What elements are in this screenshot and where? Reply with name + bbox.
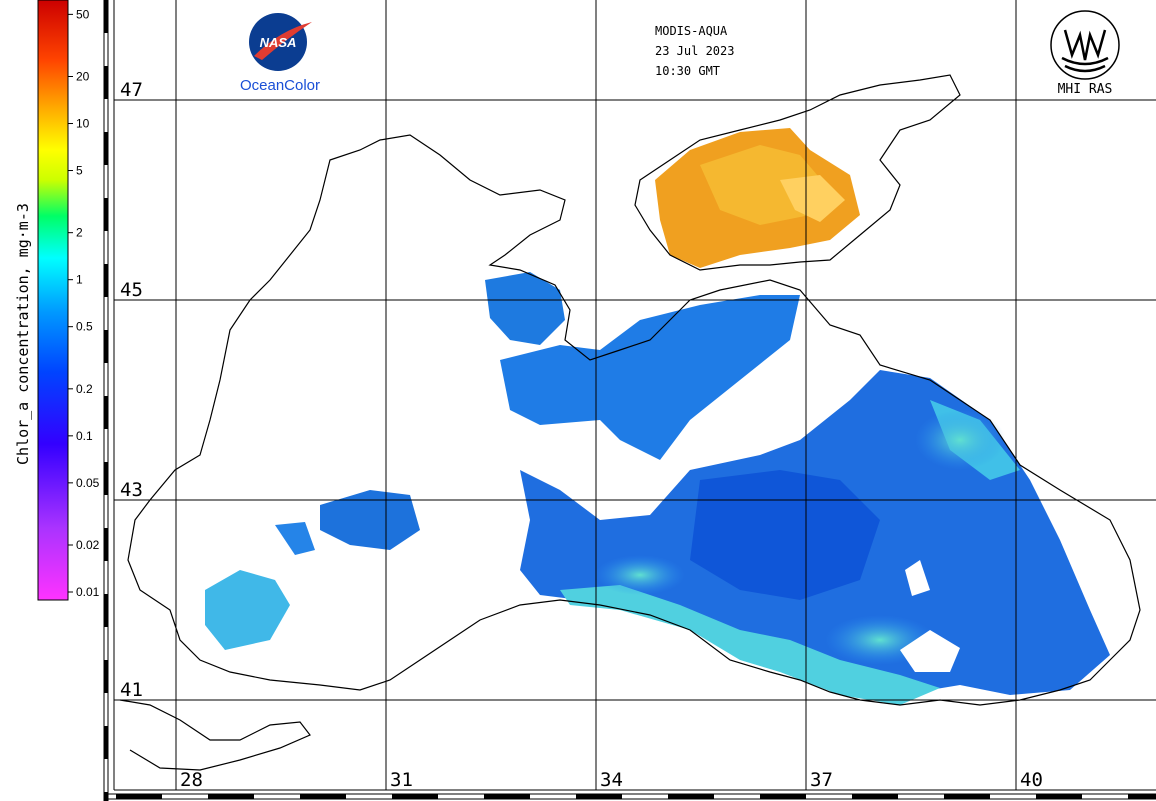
colorbar-tick-label: 0.2 [76,382,93,396]
scale-segment [852,794,898,799]
scale-segment [484,794,530,799]
azov-coast [634,74,961,271]
scale-segment [104,594,108,627]
left-scale-bar [104,0,108,801]
turkey-bottom-coast [119,699,311,771]
colorbar-tick-label: 20 [76,70,90,84]
scale-segment [576,794,622,799]
swirl-a [595,555,685,595]
nasa-logo: NASA OceanColor [240,13,320,94]
longitude-label: 37 [810,769,833,791]
black-sea-coast [127,134,1141,706]
sensor-label: MODIS-AQUA [655,24,728,38]
cloud-gap-b [905,560,930,596]
coastline [119,74,1141,771]
scale-segment [104,396,108,429]
colorbar-ticks: 50 20 10 5 2 1 0.5 0.2 0.1 0.05 0.02 0.01 [68,7,100,599]
scale-segment [1128,794,1156,799]
longitude-label: 40 [1020,769,1043,791]
scale-segment [104,132,108,165]
scale-segment [104,264,108,297]
cloud-gap-a [900,630,960,672]
scale-segment [760,794,806,799]
oceancolor-caption: OceanColor [240,77,320,94]
scale-segment [104,0,108,33]
south-coastal-band [560,585,940,705]
colorbar-tick-label: 0.01 [76,585,100,599]
scale-segment [668,794,714,799]
bosporus-patch [205,570,290,650]
colorbar-tick-label: 0.02 [76,538,100,552]
scale-segment [1036,794,1082,799]
scale-segment [104,726,108,759]
scale-segment [104,528,108,561]
colorbar-gradient [37,0,69,601]
west-small-patch [320,490,420,550]
graticule: 47 45 43 41 28 31 34 37 40 [114,0,1156,791]
scale-segment [104,792,108,801]
colorbar-tick-label: 10 [76,117,90,131]
scale-segment [104,660,108,693]
colorbar-tick-label: 0.1 [76,429,93,443]
swirl-c [915,410,1005,470]
crimea-west-patch [485,272,565,345]
mhi-emblem-icon [1050,10,1120,80]
scale-segment [104,198,108,231]
scale-segment [104,66,108,99]
longitude-label: 28 [180,769,203,791]
latitude-label: 47 [120,79,143,101]
scale-segment [208,794,254,799]
scale-segment [116,794,162,799]
scale-segment [944,794,990,799]
latitude-label: 45 [120,279,143,301]
colorbar-tick-label: 0.05 [76,476,100,490]
chlorophyll-field [205,128,1110,705]
longitude-label: 34 [600,769,623,791]
colorbar-title: Chlor_a concentration, mg·m-3 [14,203,32,465]
mhi-ras-caption: MHI RAS [1058,82,1113,97]
colorbar-tick-label: 2 [76,226,83,240]
nasa-wordmark: NASA [260,35,297,50]
latitude-label: 43 [120,479,143,501]
central-blue-patch [500,295,800,460]
scale-segment [392,794,438,799]
colorbar-tick-label: 50 [76,7,90,21]
east-deep-blue [690,470,880,600]
time-label: 10:30 GMT [655,64,720,78]
nasa-swoosh-icon [254,22,312,60]
mhi-ras-logo: MHI RAS [1050,10,1120,97]
colorbar-tick-label: 5 [76,164,83,178]
colorbar-tick-label: 1 [76,273,83,287]
mhi-emblem-glyph-icon [1061,29,1109,73]
longitude-label: 31 [390,769,413,791]
colorbar: 50 20 10 5 2 1 0.5 0.2 0.1 0.05 0.02 0.01 Chlor_a c… [14,0,100,601]
scale-segment [300,794,346,799]
bottom-scale-bar [116,794,1156,799]
latitude-label: 41 [120,679,143,701]
azov-light-patch [780,175,845,222]
pass-info: MODIS-AQUA 23 Jul 2023 10:30 GMT [655,24,734,78]
scale-segment [104,462,108,495]
scale-segment [104,330,108,363]
date-label: 23 Jul 2023 [655,44,734,58]
colorbar-tick-label: 0.5 [76,320,93,334]
west-tiny-patch [275,522,315,555]
